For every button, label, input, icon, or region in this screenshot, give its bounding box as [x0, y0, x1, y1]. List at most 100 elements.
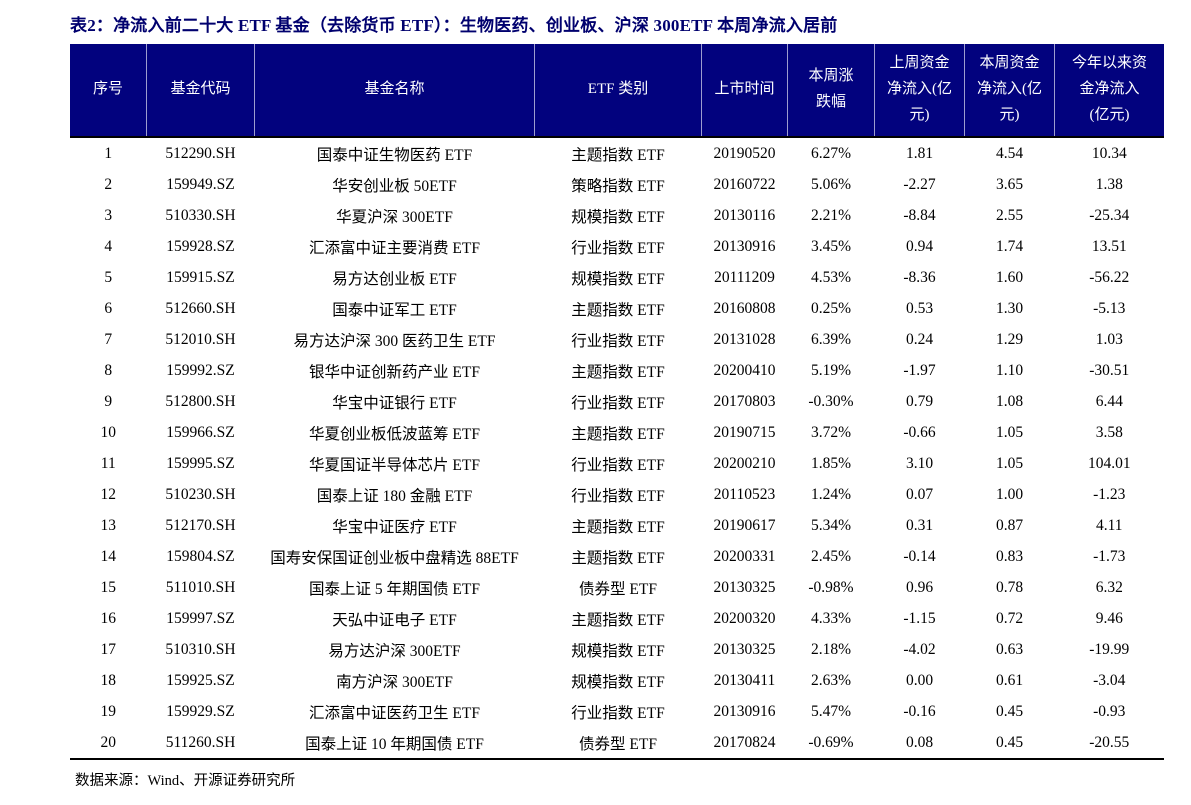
table-cell: 1.29 — [995, 330, 1024, 348]
table-row: 1 512290.SH 国泰中证生物医药 ETF 主题指数 ETF 20190520 6.… — [70, 137, 1164, 169]
table-cell: 0.45 — [995, 702, 1024, 720]
table-cell: 0.79 — [905, 392, 934, 410]
table-cell: 行业指数 ETF — [571, 332, 665, 350]
table-cell: -0.16 — [903, 702, 936, 720]
table-cell: 1.05 — [995, 454, 1024, 472]
table-cell: 512660.SH — [165, 299, 236, 317]
table-title: 表2：净流入前二十大 ETF 基金（去除货币 ETF）：生物医药、创业板、沪深 … — [70, 16, 838, 35]
table-cell: 2.55 — [995, 206, 1024, 224]
table-cell: 1 — [104, 144, 113, 162]
table-cell: 6.44 — [1095, 392, 1123, 410]
table-row: 15 511010.SH 国泰上证 5 年期国债 ETF 债券型 ETF 2013032… — [70, 572, 1164, 603]
column-header: 序号 — [70, 44, 147, 138]
table-cell: 2.21% — [810, 206, 852, 224]
table-cell: 510330.SH — [165, 206, 236, 224]
table-cell: 19 — [100, 702, 117, 720]
table-cell: 0.61 — [995, 671, 1024, 689]
table-cell: 13 — [100, 516, 117, 534]
table-cell: 6 — [104, 299, 113, 317]
table-cell: -0.98% — [808, 578, 854, 596]
table-cell: -8.84 — [903, 206, 936, 224]
table-cell: 4.33% — [810, 609, 852, 627]
table-cell: 3.65 — [995, 175, 1024, 193]
table-row: 4 159928.SZ 汇添富中证主要消费 ETF 行业指数 ETF 20130916 3… — [70, 231, 1164, 262]
table-cell: 4 — [104, 237, 113, 255]
table-body: 1 512290.SH 国泰中证生物医药 ETF 主题指数 ETF 20190520 6.… — [70, 137, 1164, 759]
table-cell: 易方达沪深 300ETF — [328, 642, 461, 660]
etf-flow-table: 序号 基金代码 基金名称 ETF 类别 上市时间 本周涨 跌幅 上周资金 净流入(亿 元) 本… — [70, 44, 1164, 760]
table-cell: 510310.SH — [165, 640, 236, 658]
table-cell: 行业指数 ETF — [571, 394, 665, 412]
table-cell: 159929.SZ — [166, 702, 235, 720]
table-cell: 159804.SZ — [166, 547, 235, 565]
table-cell: 策略指数 ETF — [571, 177, 665, 195]
table-cell: 0.96 — [905, 578, 934, 596]
column-header: 基金代码 — [146, 44, 255, 138]
table-row: 13 512170.SH 华宝中证医疗 ETF 主题指数 ETF 20190617 5.3… — [70, 510, 1164, 541]
table-cell: -56.22 — [1089, 268, 1130, 286]
column-header: 本周资金 净流入(亿 元) — [964, 44, 1055, 138]
table-cell: 159925.SZ — [166, 671, 235, 689]
table-cell: 1.60 — [995, 268, 1024, 286]
table-cell: 15 — [100, 578, 117, 596]
table-cell: 8 — [104, 361, 113, 379]
table-cell: -0.93 — [1093, 702, 1126, 720]
table-cell: 512800.SH — [165, 392, 236, 410]
table-cell: 主题指数 ETF — [571, 611, 665, 629]
table-cell: 易方达创业板 ETF — [332, 270, 457, 288]
table-cell: 13.51 — [1091, 237, 1127, 255]
table-cell: 5.34% — [810, 516, 852, 534]
table-cell: 0.94 — [905, 237, 934, 255]
table-cell: 20130916 — [713, 237, 776, 255]
table-cell: 1.81 — [905, 144, 934, 162]
table-cell: -0.14 — [903, 547, 936, 565]
table-cell: 20 — [100, 733, 117, 751]
table-cell: 10.34 — [1091, 144, 1127, 162]
table-cell: -19.99 — [1089, 640, 1130, 658]
table-cell: 华夏创业板低波蓝筹 ETF — [309, 425, 480, 443]
table-cell: -1.15 — [903, 609, 936, 627]
table-cell: 5 — [104, 268, 113, 286]
table-cell: 159915.SZ — [166, 268, 235, 286]
table-cell: 3.58 — [1095, 423, 1123, 441]
table-cell: 20130325 — [713, 640, 776, 658]
data-source-note: 数据来源：Wind、开源证券研究所 — [75, 773, 296, 789]
table-cell: -3.04 — [1093, 671, 1126, 689]
table-cell: 规模指数 ETF — [571, 208, 665, 226]
table-cell: 1.30 — [995, 299, 1024, 317]
table-cell: 易方达沪深 300 医药卫生 ETF — [293, 332, 496, 350]
table-cell: 0.45 — [995, 733, 1024, 751]
table-cell: 20190715 — [713, 423, 776, 441]
table-cell: 1.24% — [810, 485, 852, 503]
table-row: 14 159804.SZ 国寿安保国证创业板中盘精选 88ETF 主题指数 ETF 20… — [70, 541, 1164, 572]
table-cell: -1.23 — [1093, 485, 1126, 503]
table-row: 10 159966.SZ 华夏创业板低波蓝筹 ETF 主题指数 ETF 20190715… — [70, 417, 1164, 448]
table-cell: 6.39% — [810, 330, 852, 348]
table-cell: 华夏沪深 300ETF — [336, 208, 453, 226]
table-cell: 20130325 — [713, 578, 776, 596]
table-cell: 20200410 — [713, 361, 776, 379]
table-cell: 南方沪深 300ETF — [336, 673, 453, 691]
table-cell: 20130116 — [713, 206, 776, 224]
table-row: 17 510310.SH 易方达沪深 300ETF 规模指数 ETF 20130325 2… — [70, 634, 1164, 665]
table-row: 9 512800.SH 华宝中证银行 ETF 行业指数 ETF 20170803 -0.3… — [70, 386, 1164, 417]
table-row: 5 159915.SZ 易方达创业板 ETF 规模指数 ETF 20111209 4.53… — [70, 262, 1164, 293]
table-cell: 9.46 — [1095, 609, 1123, 627]
table-cell: 14 — [100, 547, 117, 565]
table-cell: 1.85% — [810, 454, 852, 472]
table-cell: 4.53% — [810, 268, 852, 286]
table-cell: 511010.SH — [165, 578, 236, 596]
table-cell: 行业指数 ETF — [571, 487, 665, 505]
table-cell: 0.87 — [995, 516, 1024, 534]
table-cell: 20160808 — [713, 299, 776, 317]
table-cell: 1.03 — [1095, 330, 1123, 348]
table-cell: 1.00 — [995, 485, 1024, 503]
table-cell: -8.36 — [903, 268, 936, 286]
table-cell: 17 — [100, 640, 117, 658]
table-cell: 20200210 — [713, 454, 776, 472]
table-cell: 6.32 — [1095, 578, 1123, 596]
table-cell: 20160722 — [713, 175, 776, 193]
table-cell: -25.34 — [1089, 206, 1130, 224]
table-cell: 华宝中证医疗 ETF — [332, 518, 457, 536]
table-cell: 规模指数 ETF — [571, 270, 665, 288]
